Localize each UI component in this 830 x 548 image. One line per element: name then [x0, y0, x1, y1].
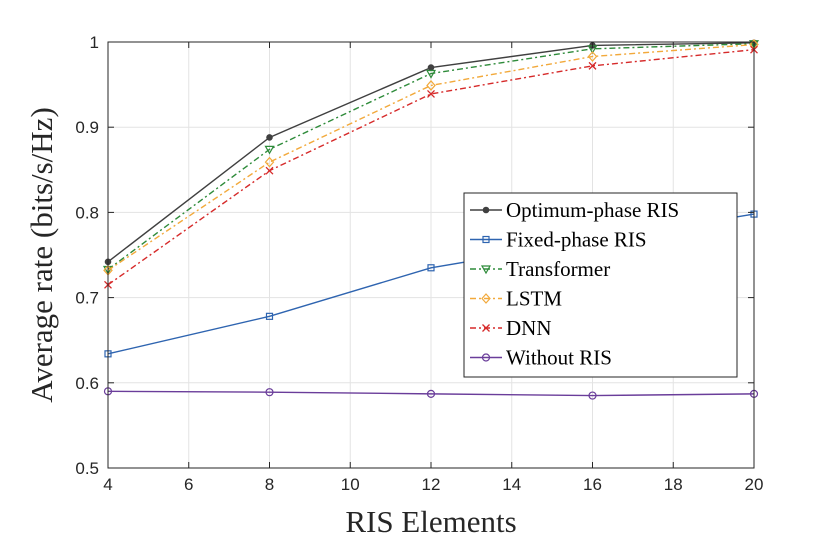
data-point — [588, 391, 597, 400]
legend-marker — [480, 265, 492, 275]
x-tick-label: 6 — [184, 475, 193, 494]
series-line — [107, 43, 755, 271]
data-point — [588, 61, 597, 70]
ticks: 4 6 8 10 12 14 16 18 20 0.5 0.6 0.7 0.8 0.9 1 — [75, 33, 763, 494]
series-line — [107, 390, 755, 397]
y-tick-label: 1 — [90, 33, 99, 52]
legend-label: Optimum-phase RIS — [506, 198, 679, 222]
legend-marker — [481, 353, 491, 362]
data-point — [265, 312, 274, 320]
series-3 — [103, 39, 759, 276]
x-tick-label: 12 — [422, 475, 441, 494]
data-point — [425, 69, 437, 79]
x-tick-label: 10 — [341, 475, 360, 494]
data-point — [426, 80, 436, 91]
y-tick-label: 0.6 — [75, 374, 99, 393]
data-point — [426, 389, 436, 398]
legend-label: Without RIS — [506, 346, 612, 370]
x-tick-label: 14 — [502, 475, 521, 494]
legend-marker — [482, 206, 490, 214]
y-axis-label: Average rate (bits/s/Hz) — [24, 107, 59, 403]
legend-box — [463, 192, 738, 378]
x-tick-label: 20 — [745, 475, 764, 494]
y-tick-label: 0.5 — [75, 459, 99, 478]
data-point — [427, 90, 435, 98]
y-tick-label: 0.7 — [75, 289, 99, 308]
series-line — [107, 43, 755, 271]
series-4 — [104, 45, 758, 289]
x-tick-label: 16 — [583, 475, 602, 494]
legend: Optimum-phase RIS Fixed-phase RIS Transfor… — [463, 192, 738, 378]
y-tick-label: 0.8 — [75, 203, 99, 222]
x-tick-label: 4 — [103, 475, 112, 494]
series-line — [107, 48, 755, 286]
data-point — [427, 64, 435, 71]
legend-label: Fixed-phase RIS — [506, 228, 647, 252]
x-axis-label: RIS Elements — [345, 504, 516, 539]
legend-label: Transformer — [506, 257, 610, 281]
data-point — [264, 145, 275, 155]
data-point — [266, 134, 273, 141]
legend-marker — [482, 324, 490, 332]
x-tick-label: 18 — [664, 475, 683, 494]
legend-marker — [482, 235, 490, 244]
data-point — [265, 166, 274, 175]
data-point — [264, 156, 275, 168]
legend-marker — [481, 293, 491, 304]
data-point — [587, 51, 598, 62]
data-point — [265, 388, 274, 397]
y-tick-label: 0.9 — [75, 118, 99, 137]
legend-label: LSTM — [506, 287, 562, 311]
x-tick-label: 8 — [265, 475, 274, 494]
legend-label: DNN — [506, 316, 552, 340]
data-point — [427, 264, 435, 272]
